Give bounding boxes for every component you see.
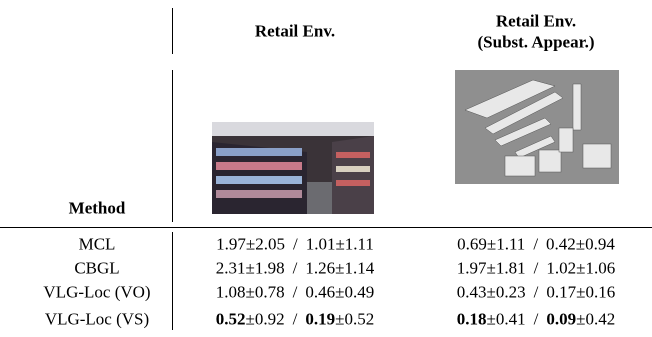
- std-value: ±0.92: [245, 309, 285, 329]
- mean-value: 0.52: [215, 309, 246, 329]
- separator: /: [533, 309, 539, 329]
- simulation-render: [455, 70, 619, 184]
- result-cell: 1.97±2.05 / 1.01±1.11: [216, 235, 374, 254]
- std-value: ±0.94: [575, 234, 615, 254]
- result-cell: 1.97±1.81 / 1.02±1.06: [457, 259, 615, 278]
- separator: /: [292, 258, 298, 278]
- std-value: ±0.23: [486, 282, 526, 302]
- std-value: ±1.06: [576, 258, 616, 278]
- rule: [172, 8, 173, 54]
- separator: /: [292, 282, 298, 302]
- column-header: (Subst. Appear.): [477, 32, 595, 52]
- mean-value: 0.43: [456, 282, 487, 302]
- method-name: MCL: [78, 234, 116, 254]
- separator: /: [533, 258, 539, 278]
- std-value: ±0.49: [335, 282, 375, 302]
- result-cell: 0.52±0.92 / 0.19±0.52: [216, 310, 374, 329]
- mean-value: 0.69: [457, 234, 487, 254]
- retail-photo: [212, 122, 374, 214]
- mean-value: 1.01: [305, 234, 336, 254]
- mean-value: 0.46: [305, 282, 336, 302]
- mean-value: 1.08: [215, 282, 246, 302]
- column-header: Retail Env.: [495, 11, 577, 31]
- rule: [172, 70, 173, 222]
- mean-value: 0.19: [305, 309, 336, 329]
- std-value: ±1.98: [245, 258, 285, 278]
- result-cell: 0.18±0.41 / 0.09±0.42: [457, 310, 615, 329]
- separator: /: [533, 234, 539, 254]
- separator: /: [292, 309, 298, 329]
- std-value: ±0.42: [576, 309, 616, 329]
- method-name: VLG-Loc (VO): [43, 282, 151, 302]
- method-name: CBGL: [74, 258, 120, 278]
- result-cell: 0.69±1.11 / 0.42±0.94: [457, 235, 615, 254]
- result-cell: 2.31±1.98 / 1.26±1.14: [216, 259, 374, 278]
- mean-value: 0.42: [546, 234, 576, 254]
- result-cell: 1.08±0.78 / 0.46±0.49: [216, 283, 374, 302]
- method-name: VLG-Loc (VS): [44, 309, 150, 329]
- std-value: ±0.52: [335, 309, 375, 329]
- rule: [0, 227, 652, 228]
- mean-value: 1.26: [305, 258, 336, 278]
- std-value: ±0.16: [576, 282, 616, 302]
- rule: [172, 232, 173, 330]
- mean-value: 0.09: [546, 309, 577, 329]
- std-value: ±0.78: [245, 282, 285, 302]
- std-value: ±0.41: [486, 309, 526, 329]
- mean-value: 1.97: [216, 234, 246, 254]
- std-value: ±1.11: [335, 234, 374, 254]
- std-value: ±2.05: [245, 234, 285, 254]
- std-value: ±1.14: [335, 258, 375, 278]
- mean-value: 2.31: [215, 258, 246, 278]
- mean-value: 1.02: [546, 258, 577, 278]
- mean-value: 1.97: [456, 258, 487, 278]
- result-cell: 0.43±0.23 / 0.17±0.16: [457, 283, 615, 302]
- separator: /: [292, 234, 298, 254]
- std-value: ±1.11: [486, 234, 526, 254]
- method-header: Method: [68, 198, 126, 218]
- mean-value: 0.18: [456, 309, 487, 329]
- std-value: ±1.81: [486, 258, 526, 278]
- mean-value: 0.17: [546, 282, 577, 302]
- column-header: Retail Env.: [254, 21, 336, 41]
- separator: /: [533, 282, 539, 302]
